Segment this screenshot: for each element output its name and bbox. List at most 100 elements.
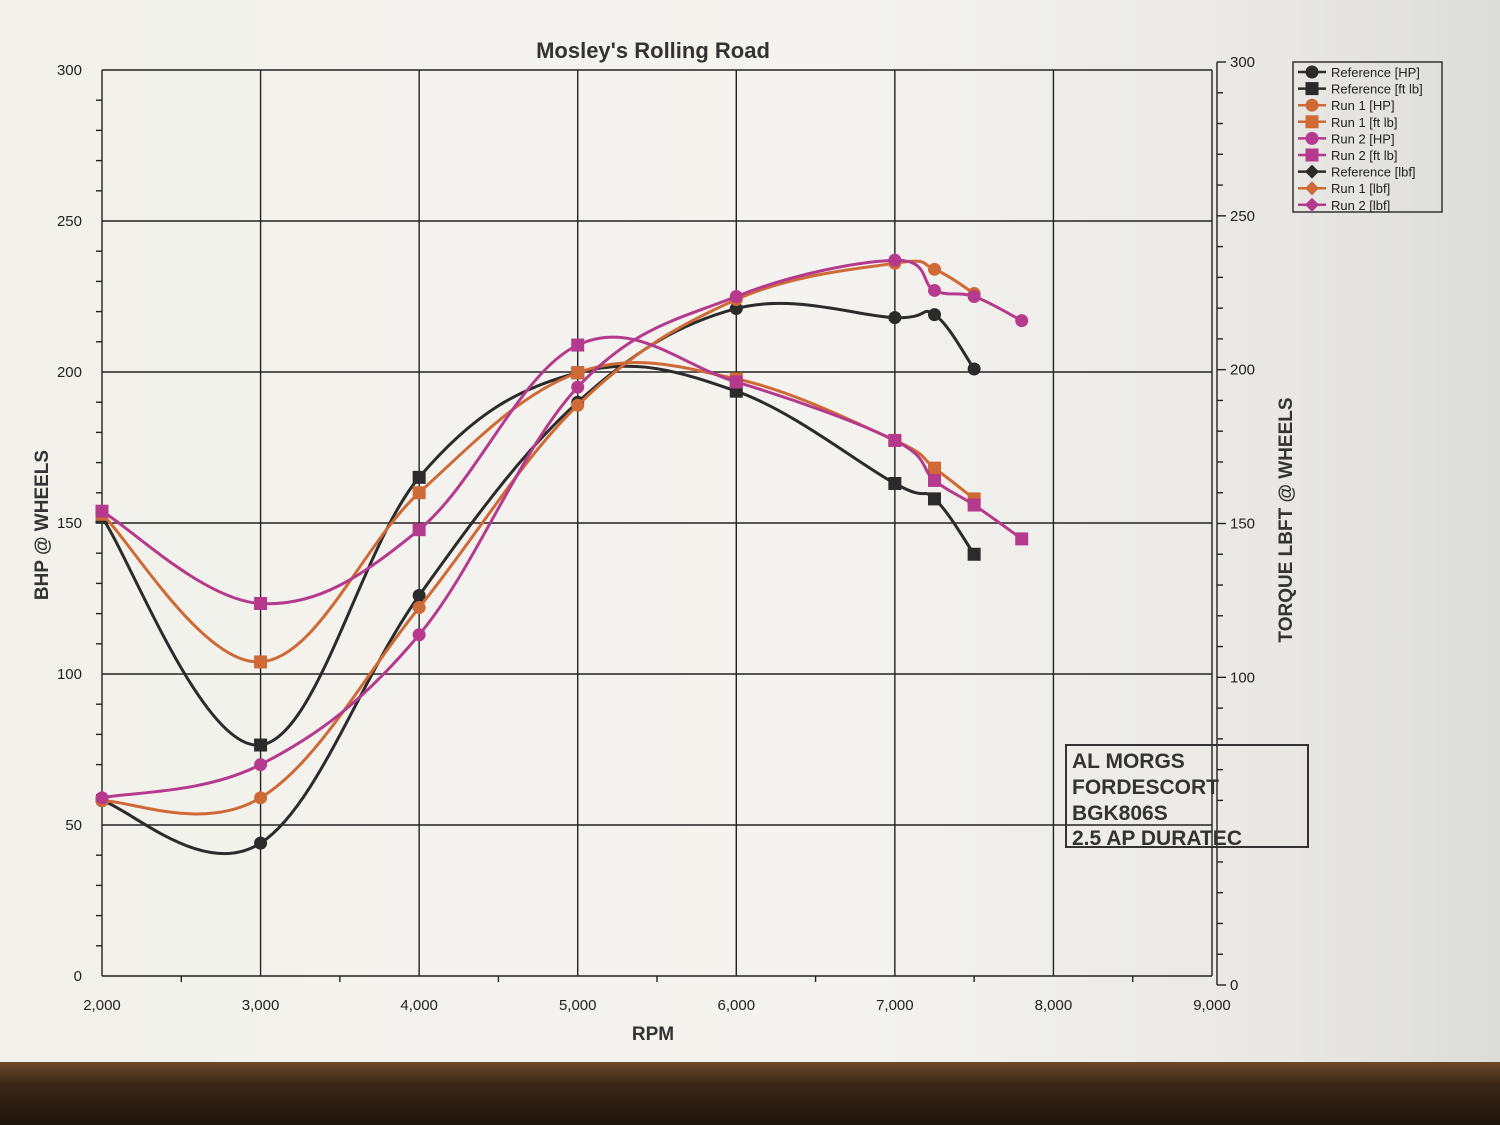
legend-marker (1305, 181, 1319, 196)
x-tick-label: 8,000 (1035, 997, 1073, 1014)
x-tick-label: 6,000 (718, 997, 756, 1014)
legend-item: Run 1 [ft lb] (1298, 115, 1397, 130)
data-point (254, 836, 268, 850)
data-point (412, 601, 426, 615)
legend-label: Run 1 [HP] (1331, 98, 1395, 113)
x-tick-label: 9,000 (1193, 997, 1231, 1014)
legend: Reference [HP] Reference [ft lb]Run 1 [HP… (1292, 61, 1443, 213)
series-layer (95, 253, 1029, 856)
data-point (888, 433, 902, 447)
data-point (967, 362, 981, 376)
legend-label: Run 1 [ft lb] (1331, 115, 1397, 130)
legend-label: Run 2 [HP] (1331, 131, 1395, 146)
data-point (95, 791, 109, 805)
data-point (254, 738, 268, 752)
data-point (729, 290, 743, 303)
data-point (928, 262, 941, 276)
data-point (412, 470, 426, 484)
legend-marker (1305, 148, 1319, 162)
data-point (928, 461, 941, 475)
series-line (101, 259, 975, 816)
legend-label: Run 1 [lbf] (1331, 181, 1390, 196)
paper-sheet (0, 0, 1500, 1062)
data-point (967, 290, 981, 303)
legend-marker (1305, 131, 1319, 145)
y2-axis-title: TORQUE LBFT @ WHEELS (1276, 397, 1297, 642)
legend-marker (1305, 98, 1319, 112)
legend-item: Reference [lbf] (1298, 164, 1416, 180)
x-axis-title: RPM (632, 1024, 674, 1045)
y-tick-label: 300 (57, 62, 82, 79)
data-point (254, 758, 268, 772)
chart-grid (96, 61, 1226, 986)
data-point (729, 375, 743, 389)
legend-marker (1305, 82, 1319, 96)
data-point (1015, 314, 1029, 328)
left-axis-ticks: 0 50 100 150 200 250 300 (57, 62, 82, 985)
data-point (412, 628, 426, 642)
info-box-border (1065, 744, 1309, 848)
series-line (100, 364, 976, 747)
y2-tick-label: 0 (1230, 977, 1238, 994)
legend-label: Run 2 [ft lb] (1331, 148, 1397, 163)
data-point (571, 338, 585, 352)
legend-label: Reference [ft lb] (1331, 82, 1423, 97)
data-point (571, 380, 585, 394)
x-tick-label: 5,000 (559, 997, 597, 1014)
y2-tick-label: 250 (1230, 208, 1255, 225)
legend-item: Run 2 [lbf] (1298, 197, 1390, 213)
data-point (729, 302, 743, 316)
data-point (571, 366, 585, 380)
data-point (967, 547, 981, 561)
data-point (928, 283, 941, 297)
series-run-1-ft-lb (95, 360, 981, 669)
legend-item: Run 1 [lbf] (1298, 181, 1390, 196)
y-tick-label: 150 (57, 515, 82, 532)
y2-tick-label: 150 (1230, 516, 1255, 533)
legend-item: Reference [ft lb] (1298, 82, 1423, 97)
legend-label: Reference [lbf] (1331, 165, 1416, 180)
y2-tick-label: 100 (1230, 669, 1255, 686)
info-line-4: 2.5 AP DURATEC (1072, 827, 1242, 850)
info-line-1: AL MORGS (1072, 750, 1185, 773)
x-tick-label: 4,000 (400, 997, 438, 1014)
info-line-3: BGK806S (1072, 802, 1168, 825)
y2-tick-label: 300 (1230, 54, 1255, 71)
y-tick-label: 250 (57, 213, 82, 230)
data-point (254, 791, 268, 805)
legend-label: Run 2 [lbf] (1331, 198, 1390, 213)
data-point (928, 492, 941, 506)
y-tick-label: 0 (74, 968, 82, 985)
data-point (412, 523, 426, 537)
legend-marker (1305, 115, 1319, 129)
legend-label: Reference [HP] (1331, 65, 1420, 80)
series-run-2-ft-lb (95, 335, 1029, 610)
x-tick-label: 3,000 (242, 997, 280, 1014)
data-point (95, 504, 109, 518)
legend-marker (1305, 65, 1319, 79)
legend-border (1292, 61, 1443, 213)
data-point (254, 655, 268, 669)
data-point (888, 311, 902, 325)
legend-marker (1305, 197, 1319, 212)
data-point (928, 308, 941, 322)
y-tick-label: 100 (57, 666, 82, 683)
y-tick-label: 200 (57, 364, 82, 381)
data-point (888, 253, 902, 267)
data-point (412, 588, 426, 602)
y-axis-title: BHP @ WHEELS (32, 450, 53, 600)
data-point (254, 596, 268, 610)
legend-item: Run 2 [HP] (1298, 131, 1395, 146)
y-tick-label: 50 (65, 817, 82, 834)
table-edge (0, 1062, 1500, 1125)
dyno-chart: Mosley's Rolling Road 0 50 100 150 200 250 300… (32, 38, 1443, 1045)
data-point (412, 486, 426, 500)
data-point (928, 473, 941, 487)
info-box: AL MORGS FORDESCORT BGK806S 2.5 AP DURAT… (1065, 744, 1309, 850)
legend-marker (1305, 164, 1319, 179)
y2-tick-label: 200 (1230, 362, 1255, 379)
x-axis-ticks: 2,000 3,000 4,000 5,000 6,000 7,000 8,000 9,000 (83, 997, 1231, 1014)
legend-item: Run 2 [ft lb] (1298, 148, 1397, 163)
series-line (100, 360, 976, 664)
data-point (888, 477, 902, 491)
